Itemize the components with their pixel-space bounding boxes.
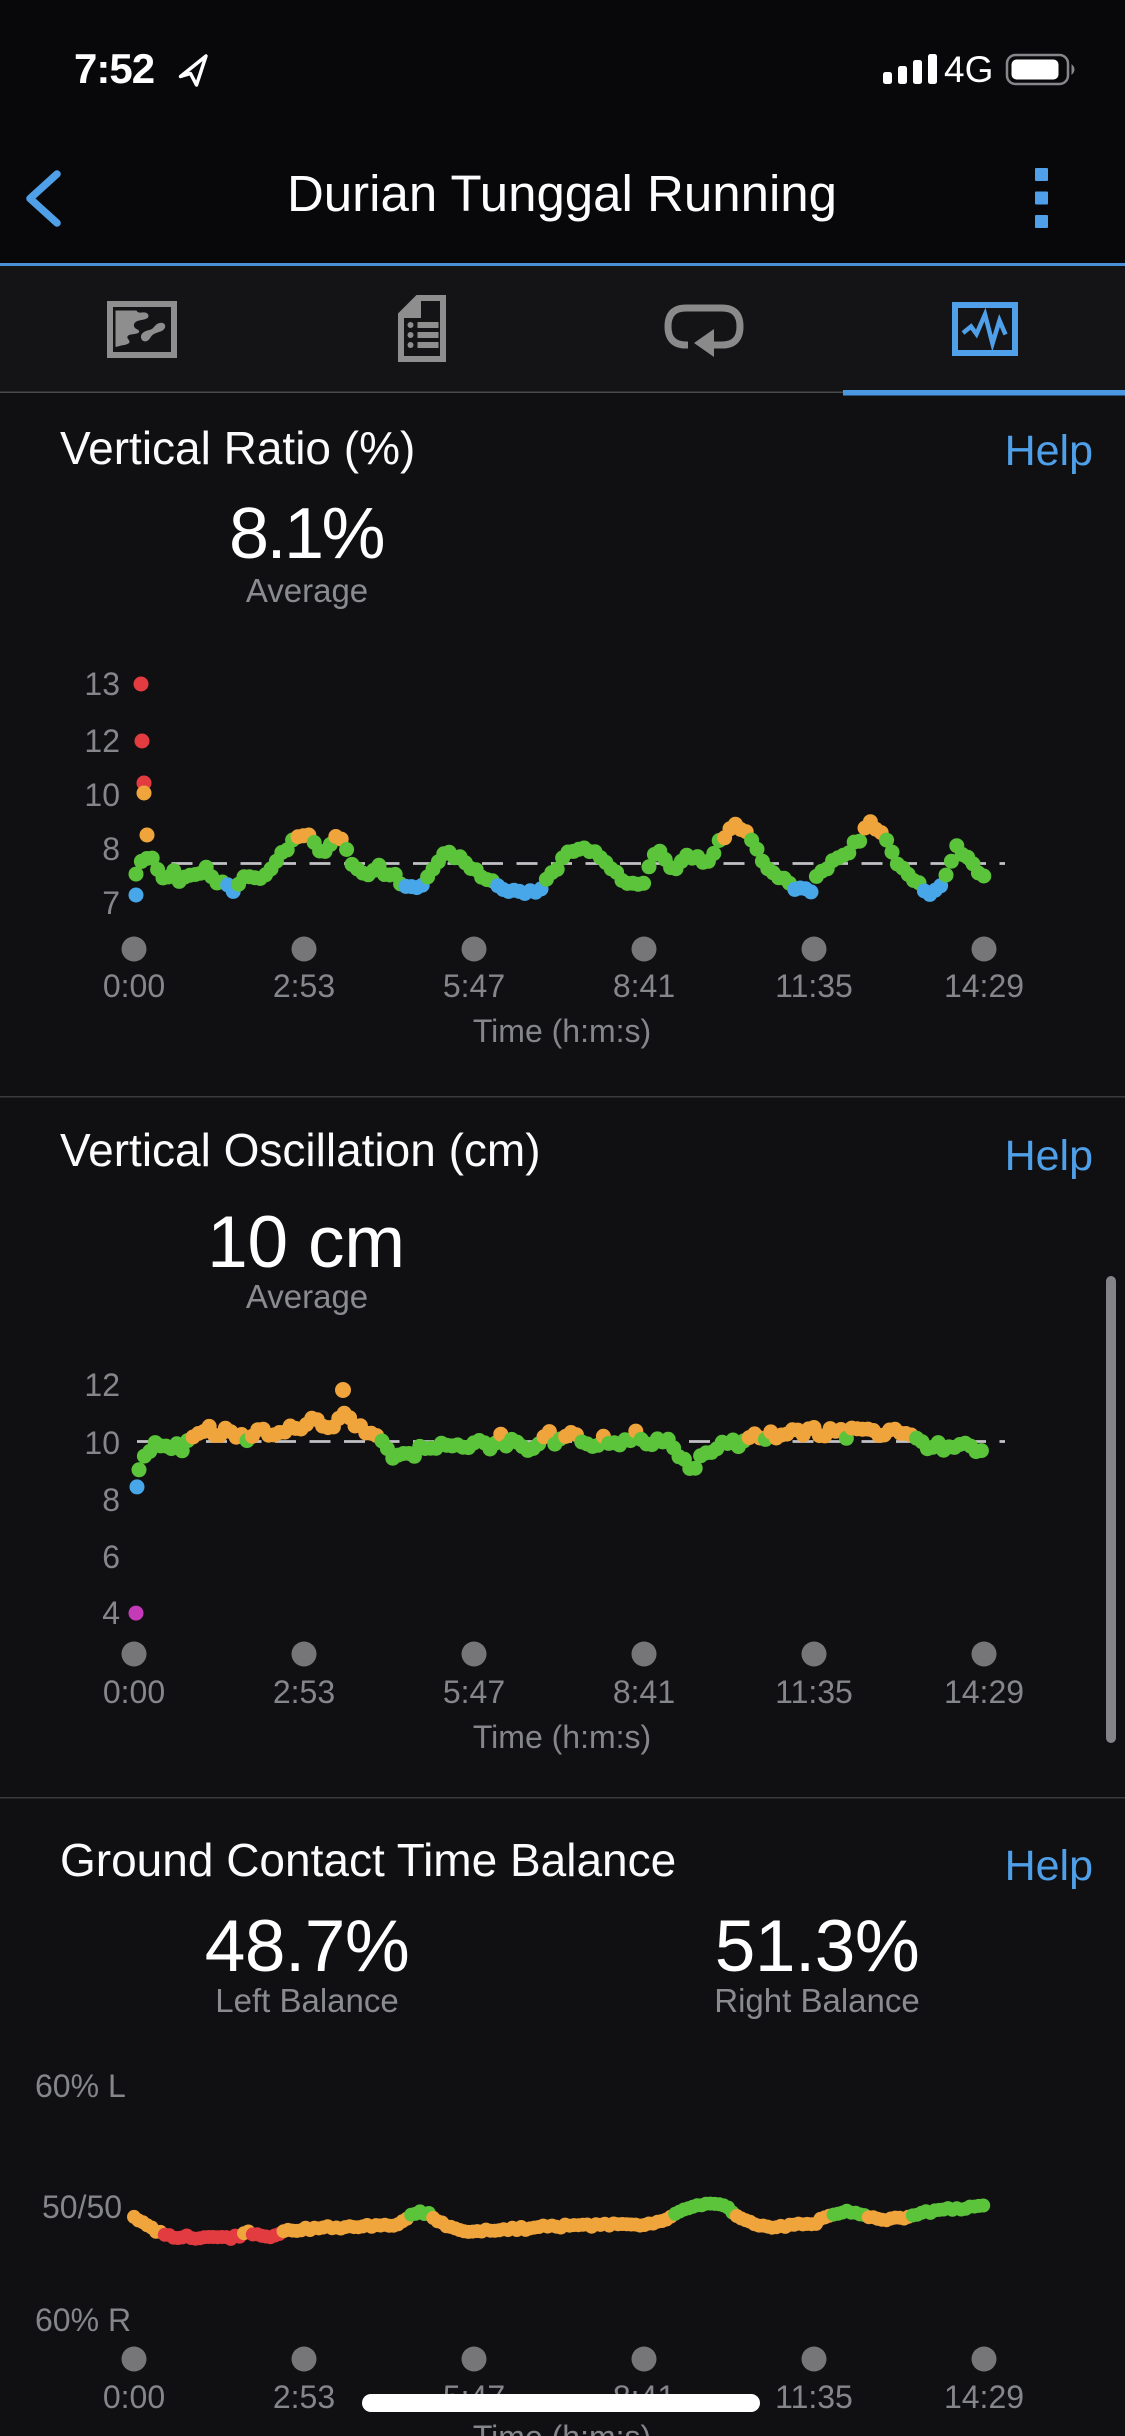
svg-text:10: 10 bbox=[84, 777, 120, 813]
svg-text:11:35: 11:35 bbox=[775, 2379, 853, 2415]
svg-text:8: 8 bbox=[102, 831, 120, 867]
svg-text:Time (h:m:s): Time (h:m:s) bbox=[473, 2419, 651, 2436]
svg-text:12: 12 bbox=[84, 723, 120, 759]
svg-text:8.1%: 8.1% bbox=[229, 494, 384, 574]
svg-text:Vertical Oscillation (cm): Vertical Oscillation (cm) bbox=[60, 1124, 541, 1176]
svg-text:6: 6 bbox=[102, 1539, 120, 1575]
svg-text:Time (h:m:s): Time (h:m:s) bbox=[473, 1013, 651, 1049]
svg-text:14:29: 14:29 bbox=[944, 968, 1024, 1004]
svg-text:60% L: 60% L bbox=[35, 2068, 126, 2104]
svg-text:0:00: 0:00 bbox=[103, 1674, 165, 1710]
svg-text:14:29: 14:29 bbox=[944, 1674, 1024, 1710]
svg-text:Help: Help bbox=[1005, 1132, 1093, 1180]
svg-text:8:41: 8:41 bbox=[613, 968, 675, 1004]
svg-text:2:53: 2:53 bbox=[273, 2379, 335, 2415]
svg-text:12: 12 bbox=[84, 1367, 120, 1403]
svg-text:Right Balance: Right Balance bbox=[714, 1982, 919, 2019]
svg-text:2:53: 2:53 bbox=[273, 968, 335, 1004]
svg-text:60% R: 60% R bbox=[35, 2302, 131, 2338]
svg-text:51.3%: 51.3% bbox=[715, 1906, 920, 1987]
svg-text:2:53: 2:53 bbox=[273, 1674, 335, 1710]
svg-text:Help: Help bbox=[1005, 427, 1093, 475]
svg-text:Ground Contact Time Balance: Ground Contact Time Balance bbox=[60, 1834, 676, 1886]
svg-text:11:35: 11:35 bbox=[775, 1674, 853, 1710]
svg-text:7:52: 7:52 bbox=[74, 45, 154, 92]
svg-text:0:00: 0:00 bbox=[103, 968, 165, 1004]
svg-text:10: 10 bbox=[84, 1425, 120, 1461]
svg-text:7: 7 bbox=[102, 885, 120, 921]
svg-text:5:47: 5:47 bbox=[443, 968, 505, 1004]
svg-text:5:47: 5:47 bbox=[443, 1674, 505, 1710]
svg-text:13: 13 bbox=[84, 666, 120, 702]
svg-text:50/50: 50/50 bbox=[42, 2189, 122, 2225]
svg-text:Average: Average bbox=[246, 1278, 368, 1315]
svg-text:Durian Tunggal Running: Durian Tunggal Running bbox=[287, 165, 837, 222]
svg-text:Left Balance: Left Balance bbox=[215, 1982, 398, 2019]
svg-text:10 cm: 10 cm bbox=[207, 1202, 405, 1283]
svg-text:14:29: 14:29 bbox=[944, 2379, 1024, 2415]
svg-text:Average: Average bbox=[246, 572, 368, 609]
svg-text:4: 4 bbox=[102, 1595, 120, 1631]
svg-text:0:00: 0:00 bbox=[103, 2379, 165, 2415]
svg-text:8:41: 8:41 bbox=[613, 1674, 675, 1710]
svg-text:11:35: 11:35 bbox=[775, 968, 853, 1004]
svg-text:Vertical Ratio (%): Vertical Ratio (%) bbox=[60, 422, 415, 474]
svg-text:Help: Help bbox=[1005, 1842, 1093, 1890]
svg-text:4G: 4G bbox=[944, 49, 993, 90]
svg-text:Time (h:m:s): Time (h:m:s) bbox=[473, 1719, 651, 1755]
svg-text:8: 8 bbox=[102, 1482, 120, 1518]
svg-text:48.7%: 48.7% bbox=[205, 1906, 410, 1987]
